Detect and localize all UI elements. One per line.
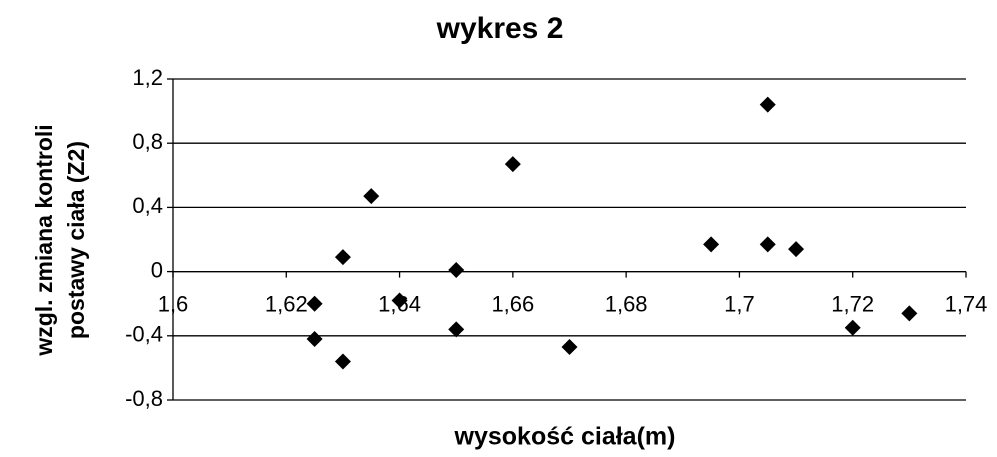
point [759,96,776,113]
point [391,292,408,309]
y-tick-label: 0 [151,257,163,282]
x-tick-label: 1,6 [158,291,189,316]
y-tick-label: 0,4 [132,193,163,218]
point [759,236,776,253]
y-tick-label: 0,8 [132,129,163,154]
point [334,249,351,266]
point [844,319,861,336]
point [363,188,380,205]
x-tick-label: 1,7 [724,291,755,316]
x-tick-label: 1,72 [831,291,874,316]
point [448,321,465,338]
point [448,261,465,278]
y-tick-label: -0,8 [125,386,163,411]
x-tick-label: 1,68 [605,291,648,316]
point [561,339,578,356]
point [504,156,521,173]
x-tick-label: 1,66 [491,291,534,316]
point [901,305,918,322]
point [703,236,720,253]
y-axis-label-line: wzgl. zmiana kontroli [31,124,57,356]
point [306,295,323,312]
point [306,331,323,348]
y-tick-label: -0,4 [125,322,163,347]
y-axis-label: wzgl. zmiana kontroli postawy ciała (Z2) [31,124,89,356]
y-tick-label: 1,2 [132,65,163,90]
chart-title: wykres 2 [436,12,564,45]
x-tick-label: 1,74 [945,291,988,316]
x-axis-label: wysokość ciała(m) [454,423,676,451]
point [334,353,351,370]
x-tick-label: 1,62 [265,291,308,316]
point [788,241,805,258]
y-axis-label-line: postawy ciała (Z2) [63,141,89,339]
